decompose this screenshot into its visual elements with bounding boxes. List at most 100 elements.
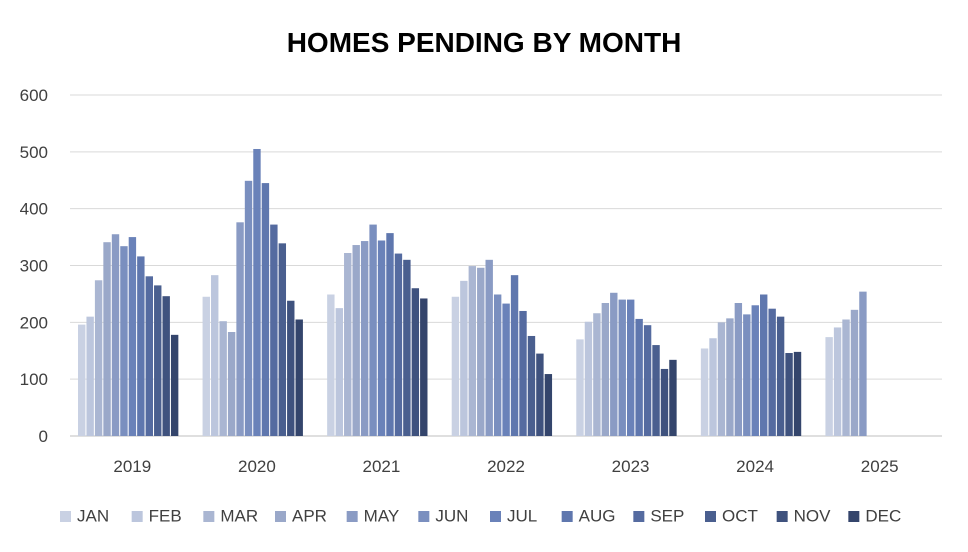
legend-label: MAR xyxy=(220,507,258,526)
bar-apr-2021 xyxy=(352,245,360,436)
bar-mar-2019 xyxy=(94,280,103,436)
bar-jul-2023 xyxy=(626,299,635,436)
bar-jul-2020 xyxy=(253,148,261,437)
x-tick-label: 2021 xyxy=(362,457,400,476)
y-tick-label: 300 xyxy=(20,257,48,276)
bar-aug-2022 xyxy=(510,275,519,436)
bar-sep-2021 xyxy=(394,253,403,436)
bar-oct-2020 xyxy=(278,243,287,436)
bar-may-2022 xyxy=(485,259,493,436)
bar-feb-2024 xyxy=(709,338,717,436)
bar-may-2019 xyxy=(111,234,120,436)
bar-sep-2019 xyxy=(145,276,153,436)
bar-jan-2024 xyxy=(700,348,709,436)
bar-dec-2020 xyxy=(295,319,303,436)
legend-swatch xyxy=(203,511,215,522)
bar-feb-2019 xyxy=(86,316,94,436)
bar-dec-2024 xyxy=(793,351,802,436)
bar-jul-2021 xyxy=(377,240,386,436)
bar-nov-2020 xyxy=(287,300,295,436)
bar-aug-2024 xyxy=(760,294,768,436)
legend-swatch xyxy=(275,511,286,522)
legend-item-dec: DEC xyxy=(848,507,901,526)
legend-swatch xyxy=(131,511,143,522)
x-tick-label: 2024 xyxy=(736,457,774,476)
bar-apr-2019 xyxy=(103,242,111,436)
legend-item-aug: AUG xyxy=(561,507,616,526)
legend-label: MAY xyxy=(364,507,400,526)
legend-swatch xyxy=(60,511,71,522)
bar-jul-2024 xyxy=(751,305,759,436)
bar-oct-2023 xyxy=(652,345,660,436)
legend-item-may: MAY xyxy=(346,507,400,526)
x-tick-label: 2025 xyxy=(861,457,899,476)
bar-dec-2022 xyxy=(544,374,553,436)
bar-jan-2020 xyxy=(202,296,210,436)
legend-swatch xyxy=(776,511,788,522)
y-tick-label: 600 xyxy=(20,86,48,105)
legend-swatch xyxy=(418,511,430,522)
bar-jun-2024 xyxy=(743,314,751,436)
bar-feb-2020 xyxy=(211,275,219,436)
legend-item-nov: NOV xyxy=(776,507,832,526)
bar-jan-2021 xyxy=(327,294,335,436)
x-tick-label: 2019 xyxy=(113,457,151,476)
x-tick-label: 2023 xyxy=(612,457,650,476)
bar-oct-2024 xyxy=(776,316,785,436)
legend-label: JAN xyxy=(77,507,109,526)
bar-jan-2025 xyxy=(825,337,833,436)
y-tick-label: 200 xyxy=(20,313,48,332)
bar-dec-2021 xyxy=(420,298,428,436)
bar-aug-2020 xyxy=(261,183,270,436)
y-tick-label: 500 xyxy=(20,143,48,162)
legend-label: OCT xyxy=(722,507,758,526)
bar-sep-2022 xyxy=(519,310,527,436)
bar-mar-2022 xyxy=(468,266,477,436)
bar-oct-2021 xyxy=(403,259,411,436)
legend-item-feb: FEB xyxy=(131,507,182,526)
legend-swatch xyxy=(490,511,501,522)
bar-nov-2021 xyxy=(411,288,420,436)
y-tick-label: 100 xyxy=(20,370,48,389)
legend-label: SEP xyxy=(650,507,684,526)
bar-jun-2023 xyxy=(618,299,626,436)
x-axis-ticks: 2019 2020 2021 2022 2023 2024 2025 xyxy=(113,457,898,476)
bar-feb-2023 xyxy=(584,321,593,436)
bar-feb-2025 xyxy=(833,327,842,436)
y-axis-ticks: 0 100 200 300 400 500 600 xyxy=(20,86,48,446)
legend-item-jul: JUL xyxy=(490,507,537,526)
bar-jun-2021 xyxy=(369,224,377,436)
bar-dec-2019 xyxy=(170,334,179,436)
legend-swatch xyxy=(633,511,645,522)
bar-may-2020 xyxy=(236,222,244,436)
bar-mar-2021 xyxy=(344,253,352,436)
bar-nov-2019 xyxy=(162,296,170,436)
bar-feb-2022 xyxy=(460,280,468,436)
bar-aug-2021 xyxy=(386,233,394,436)
bar-feb-2021 xyxy=(335,308,343,437)
legend-label: JUN xyxy=(435,507,468,526)
bar-aug-2023 xyxy=(635,318,643,436)
legend-label: NOV xyxy=(794,507,832,526)
bar-oct-2022 xyxy=(527,335,536,436)
x-tick-label: 2022 xyxy=(487,457,525,476)
legend-item-mar: MAR xyxy=(203,507,258,526)
bar-jul-2022 xyxy=(502,303,510,436)
legend-label: JUL xyxy=(507,507,537,526)
y-tick-label: 400 xyxy=(20,200,48,219)
bar-nov-2022 xyxy=(536,353,544,436)
legend-item-jun: JUN xyxy=(418,507,468,526)
legend: JAN FEB MAR APR MAY JUN JUL AUG SEP OCT NOV DEC xyxy=(60,507,901,526)
legend-swatch xyxy=(848,511,860,522)
bar-mar-2023 xyxy=(593,313,601,436)
bar-oct-2019 xyxy=(154,285,162,436)
bar-may-2024 xyxy=(734,303,743,436)
x-tick-label: 2020 xyxy=(238,457,276,476)
bar-nov-2024 xyxy=(785,353,793,436)
bar-mar-2020 xyxy=(219,321,227,436)
bar-aug-2019 xyxy=(137,256,145,436)
bar-may-2025 xyxy=(859,291,867,436)
bar-mar-2025 xyxy=(842,319,850,436)
chart-title: HOMES PENDING BY MONTH xyxy=(287,27,682,58)
legend-swatch xyxy=(561,511,573,522)
